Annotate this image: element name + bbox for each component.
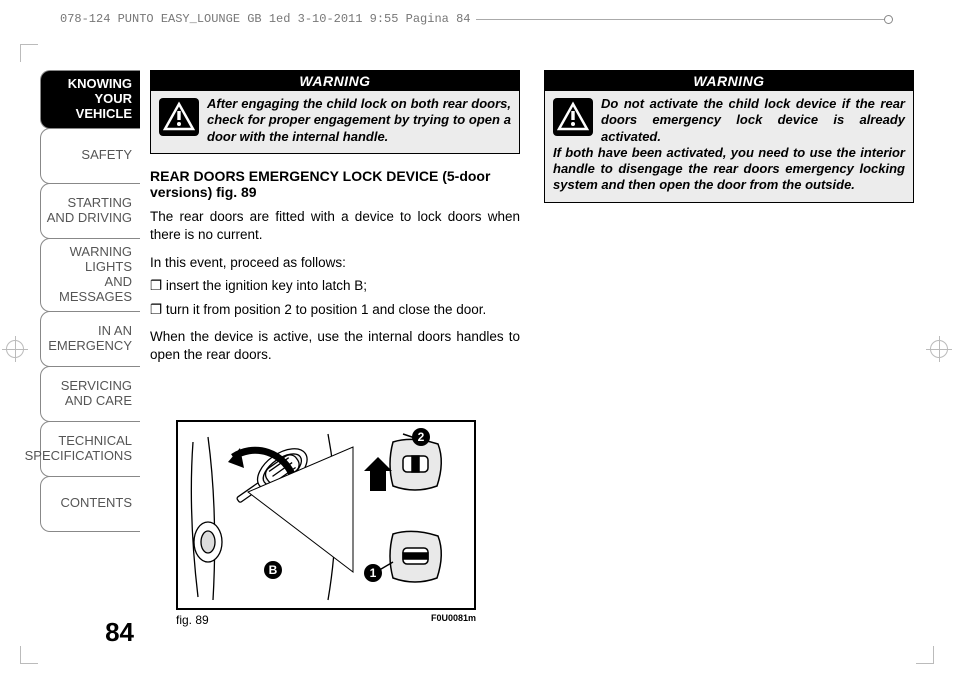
sidebar: KNOWING YOUR VEHICLE SAFETY STARTING AND… xyxy=(40,70,140,531)
page-number: 84 xyxy=(40,617,140,648)
warning-text: After engaging the child lock on both re… xyxy=(207,96,511,144)
sidebar-tab-contents[interactable]: CONTENTS xyxy=(40,476,140,532)
sidebar-tab-knowing-your-vehicle[interactable]: KNOWING YOUR VEHICLE xyxy=(40,70,140,129)
warning-body: Do not activate the child lock device if… xyxy=(545,91,913,202)
registration-mark xyxy=(930,340,948,358)
right-column: WARNING Do not activate the child lock d… xyxy=(544,70,914,374)
figure-caption-left: fig. 89 xyxy=(176,613,209,627)
sidebar-tab-emergency[interactable]: IN AN EMERGENCY xyxy=(40,311,140,367)
print-header-text: 078-124 PUNTO EASY_LOUNGE GB 1ed 3-10-20… xyxy=(60,12,470,26)
section-title: REAR DOORS EMERGENCY LOCK DEVICE (5-door… xyxy=(150,168,520,200)
warning-body: After engaging the child lock on both re… xyxy=(151,91,519,153)
page: KNOWING YOUR VEHICLE SAFETY STARTING AND… xyxy=(40,60,914,644)
sidebar-tab-safety[interactable]: SAFETY xyxy=(40,128,140,184)
crop-mark xyxy=(20,44,38,62)
body-paragraph: When the device is active, use the inter… xyxy=(150,328,520,364)
left-column: WARNING After engaging the child lock on… xyxy=(150,70,520,374)
warning-text: Do not activate the child lock device if… xyxy=(553,96,905,192)
list-item: insert the ignition key into latch B; xyxy=(150,276,520,296)
figure-89: B 1 2 fig. 89 F0U0081m xyxy=(176,420,476,627)
warning-header: WARNING xyxy=(151,71,519,91)
crop-mark xyxy=(916,646,934,664)
sidebar-tab-servicing[interactable]: SERVICING AND CARE xyxy=(40,366,140,422)
warning-box-right: WARNING Do not activate the child lock d… xyxy=(544,70,914,203)
sidebar-tab-starting-driving[interactable]: STARTING AND DRIVING xyxy=(40,183,140,239)
figure-caption-right: F0U0081m xyxy=(431,613,476,627)
list-item: turn it from position 2 to position 1 an… xyxy=(150,300,520,320)
sidebar-tab-technical[interactable]: TECHNICAL SPECIFICATIONS xyxy=(40,421,140,477)
registration-mark xyxy=(6,340,24,358)
crop-mark xyxy=(20,646,38,664)
figure-frame: B 1 2 xyxy=(176,420,476,610)
figure-callout-2: 2 xyxy=(412,428,430,446)
warning-box-left: WARNING After engaging the child lock on… xyxy=(150,70,520,154)
warning-icon xyxy=(553,98,593,136)
content: WARNING After engaging the child lock on… xyxy=(150,70,914,644)
figure-callout-1: 1 xyxy=(364,564,382,582)
warning-header: WARNING xyxy=(545,71,913,91)
figure-callout-b: B xyxy=(264,561,282,579)
warning-icon xyxy=(159,98,199,136)
body-paragraph: In this event, proceed as follows: xyxy=(150,254,520,272)
figure-caption: fig. 89 F0U0081m xyxy=(176,613,476,627)
body-paragraph: The rear doors are fitted with a device … xyxy=(150,208,520,244)
print-header: 078-124 PUNTO EASY_LOUNGE GB 1ed 3-10-20… xyxy=(60,12,894,26)
sidebar-tab-warning-lights[interactable]: WARNING LIGHTS AND MESSAGES xyxy=(40,238,140,312)
figure-illustration xyxy=(178,422,476,610)
